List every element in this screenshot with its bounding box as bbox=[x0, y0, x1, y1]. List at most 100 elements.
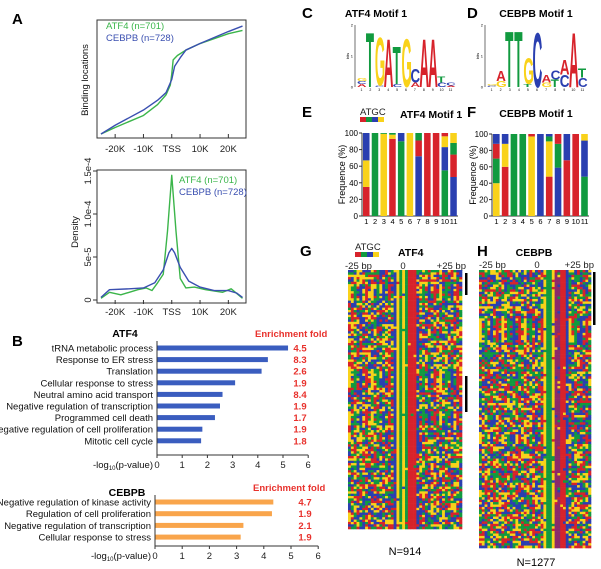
heatmap-cell bbox=[382, 505, 386, 509]
heatmap-cell bbox=[370, 479, 374, 483]
heatmap-cell bbox=[382, 361, 386, 365]
heatmap-cell bbox=[405, 420, 409, 424]
heatmap-cell bbox=[385, 383, 389, 386]
heatmap-cell bbox=[405, 507, 409, 511]
heatmap-cell bbox=[362, 302, 366, 306]
heatmap-cell bbox=[407, 526, 411, 530]
heatmap-cell bbox=[424, 434, 429, 438]
heatmap-cell bbox=[362, 460, 366, 464]
heatmap-cell bbox=[376, 507, 380, 511]
heatmap-cell bbox=[399, 357, 403, 360]
heatmap-cell bbox=[456, 394, 460, 398]
heatmap-cebpb bbox=[479, 270, 592, 549]
heatmap-cell bbox=[427, 300, 431, 304]
heatmap-cell bbox=[433, 526, 437, 530]
heatmap-cell bbox=[353, 465, 357, 469]
heatmap-cell bbox=[370, 354, 374, 358]
heatmap-cell bbox=[393, 472, 397, 476]
heatmap-cell bbox=[385, 411, 389, 414]
y-tick-label: 2 bbox=[481, 23, 484, 28]
heatmap-cell bbox=[387, 514, 392, 518]
heatmap-cell bbox=[436, 284, 440, 287]
heatmap-cell bbox=[396, 418, 400, 421]
heatmap-cell bbox=[385, 298, 389, 301]
heatmap-cell bbox=[356, 333, 360, 337]
heatmap-cell bbox=[362, 394, 366, 398]
heatmap-cell bbox=[515, 272, 519, 276]
heatmap-cell bbox=[382, 291, 386, 294]
heatmap-cell bbox=[407, 430, 411, 433]
heatmap-cell bbox=[402, 310, 406, 313]
heatmap-cell bbox=[359, 383, 363, 386]
heatmap-cell bbox=[405, 437, 409, 440]
heatmap-cell bbox=[416, 380, 420, 384]
heatmap-cell bbox=[430, 481, 434, 485]
position-label: 10 bbox=[571, 88, 575, 92]
category-label: tRNA metabolic process bbox=[52, 344, 154, 355]
heatmap-cell bbox=[373, 415, 377, 419]
heatmap-cell bbox=[427, 453, 431, 457]
heatmap-cell bbox=[367, 317, 372, 320]
heatmap-cell bbox=[402, 524, 406, 527]
heatmap-cell bbox=[436, 385, 440, 389]
heatmap-cell bbox=[385, 310, 389, 313]
heatmap-cell bbox=[450, 493, 454, 497]
heatmap-cell bbox=[370, 317, 374, 320]
heatmap-cell bbox=[430, 338, 434, 341]
heatmap-cell bbox=[456, 373, 460, 377]
heatmap-cell bbox=[410, 319, 414, 323]
heatmap-cell bbox=[362, 498, 366, 502]
heatmap-cell bbox=[459, 281, 463, 285]
heatmap-cell bbox=[419, 521, 423, 525]
heatmap-cell bbox=[456, 472, 460, 476]
heatmap-cell bbox=[453, 458, 457, 462]
heatmap-cell bbox=[459, 342, 463, 346]
heatmap-cell bbox=[436, 434, 440, 438]
heatmap-cell bbox=[422, 338, 426, 341]
heatmap-cell bbox=[582, 272, 586, 276]
heatmap-cell bbox=[370, 387, 374, 391]
heatmap-cell bbox=[396, 387, 400, 391]
heatmap-cell bbox=[571, 277, 575, 280]
heatmap-cell bbox=[373, 413, 377, 417]
heatmap-cell bbox=[402, 350, 406, 353]
heatmap-cell bbox=[424, 293, 429, 297]
heatmap-cell bbox=[365, 378, 369, 381]
heatmap-cell bbox=[433, 441, 437, 445]
heatmap-cell bbox=[353, 439, 357, 443]
heatmap-cell bbox=[379, 503, 383, 506]
heatmap-cell bbox=[362, 423, 366, 426]
heatmap-cell bbox=[410, 321, 414, 325]
heatmap-cell bbox=[367, 526, 372, 530]
heatmap-cell bbox=[362, 519, 366, 523]
heatmap-cell bbox=[382, 498, 386, 502]
heatmap-cell bbox=[416, 368, 420, 372]
heatmap-cell bbox=[399, 295, 403, 299]
heatmap-cell bbox=[396, 321, 400, 325]
heatmap-cell bbox=[373, 361, 377, 365]
heatmap-cell bbox=[387, 314, 392, 318]
heatmap-cell bbox=[385, 406, 389, 410]
heatmap-cell bbox=[453, 364, 457, 367]
heatmap-cell bbox=[416, 345, 420, 348]
heatmap-cell bbox=[405, 404, 409, 407]
heatmap-cell bbox=[348, 380, 352, 384]
heatmap-cell bbox=[350, 392, 354, 396]
heatmap-cell bbox=[450, 286, 454, 290]
heatmap-cell bbox=[554, 279, 558, 283]
heatmap-cell bbox=[362, 470, 366, 473]
heatmap-cell bbox=[459, 347, 463, 351]
heatmap-cell bbox=[459, 411, 463, 414]
heatmap-cell bbox=[399, 479, 403, 483]
heatmap-cell bbox=[410, 317, 414, 320]
heatmap-cell bbox=[370, 399, 374, 403]
heatmap-cell bbox=[359, 272, 363, 275]
heatmap-cell bbox=[447, 333, 451, 337]
heatmap-cell bbox=[390, 333, 394, 337]
heatmap-cell bbox=[410, 385, 414, 389]
heatmap-cell bbox=[376, 310, 380, 313]
heatmap-cell bbox=[427, 387, 431, 391]
heatmap-cell bbox=[439, 368, 443, 372]
